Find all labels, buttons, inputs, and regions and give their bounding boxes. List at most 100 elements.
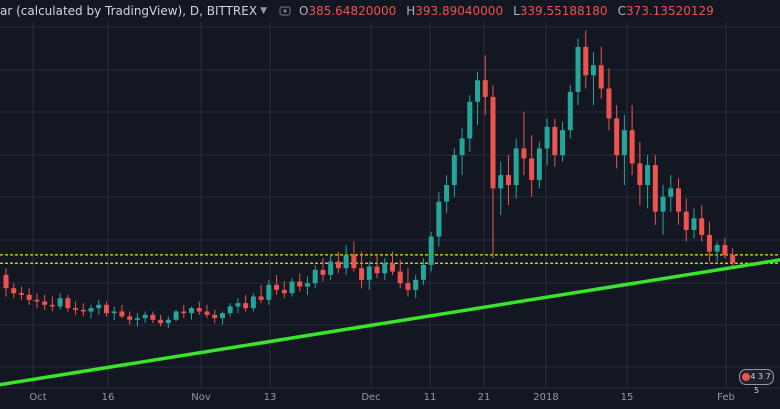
flag-icon (742, 373, 750, 381)
candle (513, 138, 519, 199)
candle-body (289, 281, 295, 294)
price-badge[interactable]: 4 3 7 5 (739, 369, 774, 395)
candle (420, 258, 426, 285)
candle (11, 283, 17, 299)
candle-body (606, 88, 612, 119)
candle (266, 279, 272, 305)
candle (413, 274, 419, 299)
candle (3, 268, 9, 297)
badge-text: 4 3 7 5 (750, 372, 771, 395)
candle-body (629, 130, 635, 164)
candle (451, 148, 457, 197)
candle-body (189, 308, 195, 314)
candle-body (227, 306, 233, 314)
candle (614, 105, 620, 169)
candle-body (42, 301, 48, 305)
candle (691, 208, 697, 239)
candle-body (490, 96, 496, 189)
candle-body (683, 211, 689, 230)
x-tick-label: Feb (717, 392, 735, 403)
x-tick-label: 15 (621, 392, 634, 403)
candle-body (598, 65, 604, 89)
candle-body (428, 236, 434, 265)
candle (150, 311, 156, 324)
candle (103, 301, 109, 317)
candle (390, 251, 395, 275)
candle-body (714, 244, 720, 252)
candle (243, 294, 249, 312)
candle-body (150, 314, 156, 320)
candle (575, 38, 581, 106)
candle-body (382, 263, 388, 274)
candle-body (614, 118, 620, 156)
candle-body (88, 308, 94, 312)
candle (204, 304, 210, 319)
ohlc-close: C373.13520129 (617, 4, 714, 18)
candle (637, 141, 643, 205)
symbol-title[interactable]: ollar (calculated by TradingView), D, BI… (0, 4, 258, 18)
candle-body (127, 316, 133, 320)
candle (498, 161, 504, 215)
candle (521, 111, 527, 176)
candle (598, 46, 604, 99)
candle-body (26, 294, 32, 300)
candle (42, 294, 48, 310)
caret-down-icon[interactable]: ▼ (260, 6, 267, 16)
candle-body (204, 311, 210, 315)
x-tick-label: 13 (264, 392, 277, 403)
candle (312, 264, 318, 289)
candle (158, 314, 164, 327)
candle-body (498, 175, 504, 189)
candle (552, 118, 558, 167)
candle-body (390, 263, 395, 272)
candle-body (158, 319, 164, 324)
candle-body (235, 303, 241, 307)
candle (397, 259, 403, 289)
time-axis[interactable]: Oct 16 Nov 13 Dec 11 21 2018 15 Feb (0, 387, 780, 405)
candle-body (119, 311, 125, 317)
candle (289, 278, 295, 297)
candle (351, 241, 357, 272)
support-trendline[interactable] (0, 258, 780, 387)
candle-body (243, 303, 249, 309)
candle (567, 85, 573, 139)
candle-body (181, 311, 187, 314)
candle-body (459, 138, 465, 156)
candle-body (266, 284, 272, 300)
candle (583, 30, 589, 89)
x-tick-label: 2018 (533, 392, 558, 403)
candle-body (676, 188, 682, 212)
candle-body (405, 283, 411, 290)
candle-body (513, 148, 519, 186)
candle (621, 115, 627, 186)
candle-body (165, 319, 171, 324)
candle (335, 251, 341, 274)
candle (359, 251, 365, 289)
candle (189, 306, 195, 320)
candle (382, 258, 388, 280)
trendline-path[interactable] (0, 258, 780, 387)
candle-body (451, 155, 457, 186)
candle-body (34, 299, 40, 302)
candle-body (351, 254, 357, 269)
candle-body (328, 261, 334, 275)
candle (482, 55, 488, 116)
candle (134, 313, 140, 327)
symbol-legend: ollar (calculated by TradingView), D, BI… (0, 0, 724, 22)
candle (111, 306, 117, 320)
candle-body (111, 311, 117, 314)
horizontal-levels[interactable] (0, 254, 780, 264)
eye-icon[interactable] (279, 6, 291, 16)
candle-body (722, 244, 728, 255)
candle-body (420, 264, 426, 280)
candle-body (637, 163, 643, 186)
candle-body (374, 266, 380, 274)
candle (459, 128, 465, 176)
candle (258, 284, 264, 304)
candle (444, 175, 450, 214)
candle-body (467, 101, 473, 139)
candle (436, 191, 442, 247)
candle (668, 175, 674, 212)
